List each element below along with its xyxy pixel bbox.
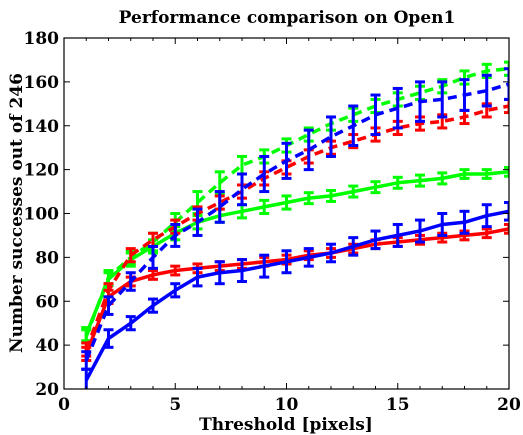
x-tick-label: 20: [497, 395, 521, 415]
y-axis-label: Number successes out of 246: [7, 73, 27, 353]
error-bar: [504, 165, 509, 178]
series-line: [84, 227, 509, 355]
x-tick-label: 5: [169, 395, 181, 415]
y-tick-label: 40: [35, 336, 59, 356]
y-tick-label: 140: [24, 117, 60, 137]
series-line: [84, 66, 509, 338]
series-6: [81, 67, 509, 371]
error-bar: [237, 172, 247, 207]
y-tick-label: 120: [24, 161, 60, 181]
y-tick-label: 20: [35, 380, 59, 400]
x-axis-label: Threshold [pixels]: [199, 415, 373, 435]
series-line: [84, 170, 509, 335]
y-tick-label: 180: [24, 29, 60, 49]
error-bar: [504, 201, 509, 222]
plot-area: [81, 60, 509, 389]
error-bar: [504, 60, 509, 77]
error-bar: [326, 115, 336, 158]
y-tick-label: 60: [35, 292, 59, 312]
series-4: [81, 97, 509, 358]
axes: 0 5 10 15 20 20 40 60 80 100 120 140 160 180: [24, 29, 521, 415]
error-bar: [504, 67, 509, 101]
series-2: [81, 60, 509, 345]
error-bar: [214, 190, 225, 224]
y-tick-label: 100: [24, 205, 60, 225]
x-tick-label: 10: [275, 395, 299, 415]
series-5: [81, 201, 509, 389]
x-tick-label: 15: [386, 395, 410, 415]
series-line: [84, 82, 509, 362]
series-line: [84, 104, 509, 351]
error-bar: [437, 80, 448, 119]
series-line: [84, 209, 509, 382]
error-bar: [81, 350, 92, 371]
error-bar: [504, 222, 509, 235]
y-tick-label: 160: [24, 73, 60, 93]
error-bar: [481, 73, 492, 108]
series-group: [81, 60, 509, 389]
x-tick-label: 0: [58, 395, 70, 415]
chart-title: Performance comparison on Open1: [119, 8, 456, 28]
series-1: [81, 165, 509, 343]
y-tick-label: 80: [35, 248, 59, 268]
error-bar: [259, 154, 270, 194]
